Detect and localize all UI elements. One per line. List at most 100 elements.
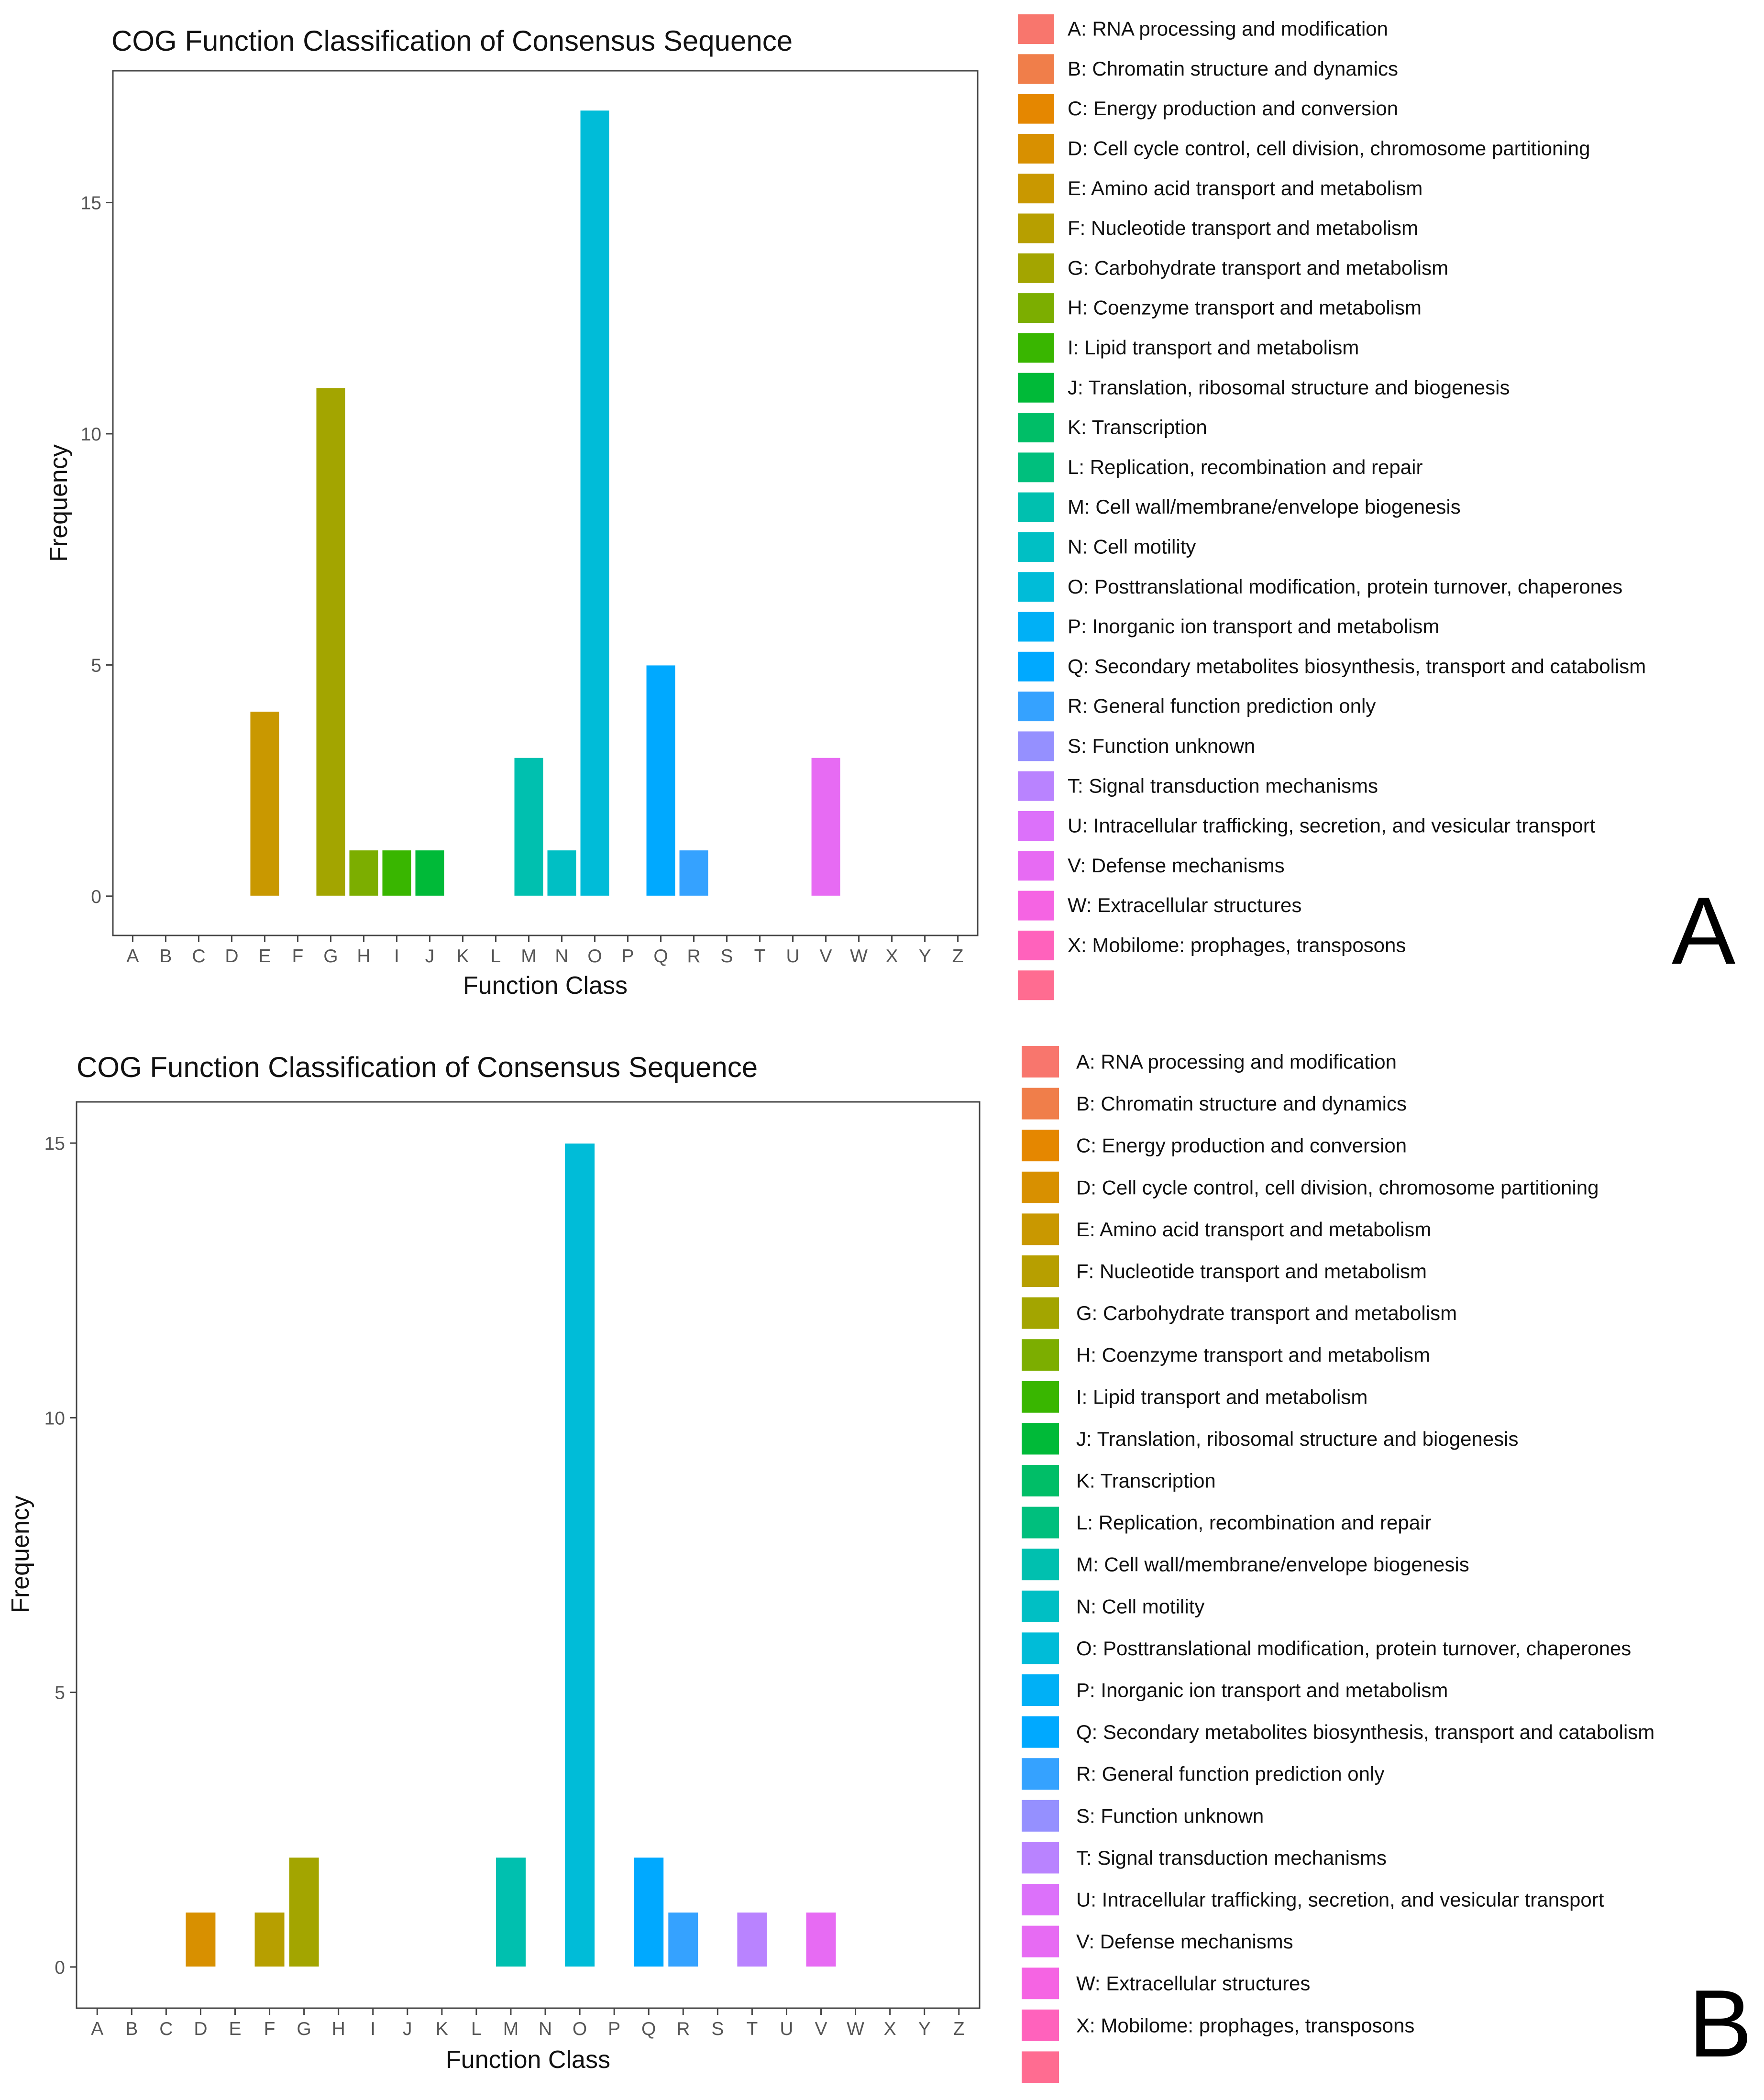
legend-swatch-g	[1022, 1297, 1059, 1329]
x-tick-label: Q	[653, 946, 668, 967]
legend-swatch-y	[1018, 970, 1054, 1001]
legend-swatch-h	[1022, 1339, 1059, 1371]
legend-swatch-d	[1022, 1171, 1059, 1203]
x-tick-label: L	[471, 2019, 482, 2039]
legend-swatch-q	[1018, 651, 1054, 682]
legend-label-r: R: General function prediction only	[1068, 695, 1376, 717]
y-tick-label: 10	[81, 424, 101, 445]
legend-label-u: U: Intracellular trafficking, secretion,…	[1068, 814, 1596, 837]
legend-label-h: H: Coenzyme transport and metabolism	[1068, 297, 1422, 319]
legend-label-e: E: Amino acid transport and metabolism	[1076, 1218, 1431, 1241]
legend-label-s: S: Function unknown	[1068, 735, 1255, 757]
legend-swatch-y	[1022, 2051, 1059, 2083]
bar-o	[564, 1143, 596, 1968]
legend-label-b: B: Chromatin structure and dynamics	[1076, 1092, 1407, 1115]
x-tick-label: L	[491, 946, 501, 967]
x-tick-label: H	[332, 2019, 345, 2039]
legend-swatch-h	[1018, 293, 1054, 323]
x-tick-label: T	[746, 2019, 758, 2039]
y-tick-label: 15	[44, 1133, 65, 1154]
bar-v	[810, 757, 841, 897]
legend-swatch-k	[1022, 1465, 1059, 1496]
x-tick-label: M	[503, 2019, 519, 2039]
bar-d	[185, 1912, 217, 1968]
x-tick-label: P	[622, 946, 634, 967]
x-tick-label: Y	[918, 2019, 931, 2039]
x-axis-title-b: Function Class	[446, 2046, 610, 2074]
legend-swatch-v	[1022, 1925, 1059, 1957]
bar-q	[633, 1857, 665, 1968]
x-tick-label: J	[425, 946, 435, 967]
legend-swatch-v	[1018, 851, 1054, 881]
x-tick-label: Z	[953, 2019, 965, 2039]
y-tick-label: 0	[91, 887, 101, 907]
bar-q	[645, 664, 676, 897]
bar-o	[579, 110, 610, 897]
x-tick-label: S	[711, 2019, 724, 2039]
bars-a	[249, 110, 841, 897]
legend-label-n: N: Cell motility	[1068, 536, 1196, 558]
legend-label-w: W: Extracellular structures	[1068, 894, 1301, 916]
x-tick-label: F	[292, 946, 304, 967]
legend-label-d: D: Cell cycle control, cell division, ch…	[1068, 137, 1590, 160]
bar-n	[546, 849, 577, 897]
x-tick-label: P	[608, 2019, 620, 2039]
legend-swatch-t	[1022, 1842, 1059, 1874]
legend-swatch-f	[1022, 1255, 1059, 1287]
legend-label-a: A: RNA processing and modification	[1076, 1051, 1397, 1073]
legend-label-t: T: Signal transduction mechanisms	[1068, 774, 1378, 797]
x-tick-label: C	[192, 946, 205, 967]
legend-label-q: Q: Secondary metabolites biosynthesis, t…	[1076, 1721, 1654, 1743]
legend-a: A: RNA processing and modification B: Chr…	[1018, 14, 1646, 1001]
bar-i	[381, 849, 412, 897]
legend-label-t: T: Signal transduction mechanisms	[1076, 1847, 1387, 1869]
legend-label-g: G: Carbohydrate transport and metabolism	[1076, 1302, 1457, 1324]
x-tick-label: J	[403, 2019, 412, 2039]
x-tick-label: Z	[952, 946, 964, 967]
bar-h	[348, 849, 379, 897]
legend-swatch-q	[1022, 1716, 1059, 1748]
legend-label-n: N: Cell motility	[1076, 1595, 1204, 1617]
legend-label-a: A: RNA processing and modification	[1068, 18, 1388, 40]
x-tick-label: N	[555, 946, 568, 967]
x-tick-label: Q	[641, 2019, 656, 2039]
x-tick-label: V	[820, 946, 832, 967]
legend-swatch-c	[1022, 1130, 1059, 1162]
chart-panel-b: COG Function Classification of Consensus…	[7, 1046, 1752, 2083]
legend-b: A: RNA processing and modification B: Chr…	[1022, 1046, 1654, 2083]
x-tick-label: D	[225, 946, 238, 967]
legend-label-x: X: Mobilome: prophages, transposons	[1068, 934, 1406, 957]
x-tick-label: O	[587, 946, 602, 967]
x-tick-label: F	[264, 2019, 276, 2039]
legend-label-i: I: Lipid transport and metabolism	[1068, 336, 1359, 359]
legend-swatch-l	[1018, 452, 1054, 483]
y-axis-ticks-b: 0 5 10 15	[44, 1133, 77, 1978]
legend-label-l: L: Replication, recombination and repair	[1076, 1511, 1431, 1534]
legend-label-x: X: Mobilome: prophages, transposons	[1076, 2014, 1414, 2036]
legend-swatch-o	[1018, 572, 1054, 602]
y-axis-title-b: Frequency	[7, 1495, 34, 1613]
legend-swatch-p	[1018, 612, 1054, 642]
legend-label-u: U: Intracellular trafficking, secretion,…	[1076, 1889, 1604, 1911]
legend-label-o: O: Posttranslational modification, prote…	[1068, 575, 1622, 598]
legend-swatch-c	[1018, 94, 1054, 124]
bar-r	[667, 1912, 699, 1968]
legend-swatch-p	[1022, 1674, 1059, 1706]
x-tick-label: N	[539, 2019, 552, 2039]
bar-r	[678, 849, 709, 897]
legend-swatch-s	[1018, 731, 1054, 761]
legend-label-e: E: Amino acid transport and metabolism	[1068, 177, 1422, 199]
y-axis-ticks-a: 0 5 10 15	[81, 193, 113, 907]
legend-label-c: C: Energy production and conversion	[1068, 97, 1398, 120]
legend-swatch-e	[1022, 1213, 1059, 1245]
x-tick-label: E	[229, 2019, 241, 2039]
legend-swatch-m	[1022, 1549, 1059, 1581]
y-tick-label: 15	[81, 193, 101, 214]
legend-label-w: W: Extracellular structures	[1076, 1972, 1310, 1995]
legend-swatch-j	[1018, 373, 1054, 403]
x-tick-label: W	[850, 946, 868, 967]
plot-area-b	[76, 1101, 981, 2009]
legend-label-c: C: Energy production and conversion	[1076, 1134, 1407, 1157]
x-tick-label: A	[126, 946, 139, 967]
